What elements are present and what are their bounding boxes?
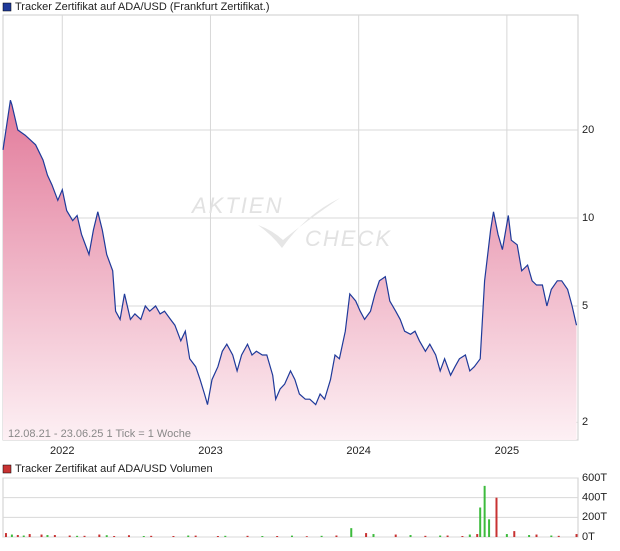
y-tick-label: 20 [582, 124, 594, 136]
area [3, 100, 577, 440]
volume-bar [246, 535, 249, 537]
volume-bar [488, 519, 491, 537]
volume-bar [468, 534, 471, 537]
volume-title: Tracker Zertifikat auf ADA/USD Volumen [15, 463, 213, 475]
volume-bar [446, 535, 449, 537]
volume-bar [216, 536, 219, 537]
volume-bar [394, 534, 397, 537]
x-tick-label: 2025 [495, 445, 519, 457]
y-tick-label: 400T [582, 492, 607, 504]
volume-bar [194, 535, 197, 537]
volume-bar [372, 534, 375, 537]
y-tick-label: 600T [582, 472, 607, 484]
volume-bar [439, 535, 442, 537]
volume-bar [550, 535, 553, 537]
volume-bar [461, 536, 464, 537]
volume-bar [290, 535, 293, 537]
legend-swatch [2, 2, 12, 12]
volume-bar [224, 535, 227, 537]
price-line [2, 100, 578, 406]
volume-bar [476, 534, 479, 537]
volume-bar [495, 497, 498, 537]
watermark-text: CHECK [305, 226, 392, 251]
volume-bar [113, 536, 116, 537]
volume-bar [305, 536, 308, 537]
volume-bar [276, 536, 279, 537]
watermark-text: AKTIEN [190, 193, 283, 218]
volume-bar [409, 535, 412, 537]
volume-bar [16, 535, 19, 537]
x-tick-label: 2022 [50, 445, 74, 457]
volume-bar [150, 535, 153, 537]
volume-bar [10, 534, 13, 537]
volume-bar [187, 535, 190, 537]
y-tick-label: 0T [582, 531, 595, 543]
y-tick-label: 200T [582, 511, 607, 523]
volume-bar [424, 535, 427, 537]
volume-bar [28, 534, 31, 537]
volume-bar [483, 485, 486, 537]
volume-bar [76, 535, 79, 537]
volume-bar [557, 535, 560, 537]
volume-bar [505, 534, 508, 537]
watermark-check [258, 198, 340, 248]
y-tick-label: 10 [582, 212, 594, 224]
volume-bar [105, 535, 108, 537]
volume-bar [142, 536, 145, 537]
volume-bar [40, 534, 43, 537]
date-range: 12.08.21 - 23.06.25 1 Tick = 1 Woche [8, 428, 191, 440]
volume-bar [22, 535, 25, 537]
volume-bar [513, 531, 516, 537]
volume-bar [172, 536, 175, 537]
volume-bar [127, 535, 130, 537]
volume-bar [53, 535, 56, 537]
volume-bar [46, 535, 49, 537]
volume-frame [2, 477, 579, 538]
x-tick-label: 2023 [198, 445, 222, 457]
volume-bar [98, 534, 101, 537]
volume-bar [320, 535, 323, 537]
volume-bar [365, 533, 368, 537]
volume-bar [350, 528, 353, 537]
legend-swatch [2, 464, 12, 474]
chart-title: Tracker Zertifikat auf ADA/USD (Frankfur… [15, 1, 269, 13]
volume-bar [261, 536, 264, 537]
y-tick-label: 5 [582, 300, 588, 312]
volume-bar [479, 507, 482, 537]
volume-bar [528, 535, 531, 537]
volume-bar [68, 535, 71, 537]
y-tick-label: 2 [582, 416, 588, 428]
volume-bar [4, 533, 7, 537]
volume-bar [575, 534, 578, 537]
volume-bar [83, 535, 86, 537]
x-tick-label: 2024 [346, 445, 370, 457]
volume-bar [535, 534, 538, 537]
volume-bar [335, 535, 338, 537]
